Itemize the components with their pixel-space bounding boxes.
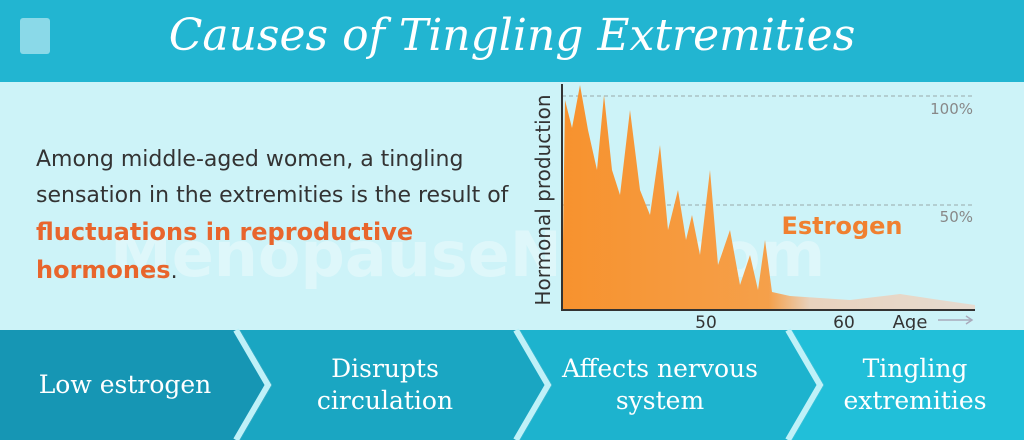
step: Affects nervous system xyxy=(562,354,758,415)
step-bg xyxy=(0,330,272,440)
step-bg xyxy=(240,330,552,440)
y-axis-label: Hormonal production xyxy=(531,94,555,305)
step: Low estrogen xyxy=(38,370,212,399)
intro-part: . xyxy=(170,259,178,284)
step: Disrupts circulation xyxy=(316,354,454,415)
step-bg xyxy=(520,330,824,440)
step-bg xyxy=(792,330,1024,440)
intro-text: Among middle-aged women, a tingling sens… xyxy=(36,142,516,290)
curve-label: Estrogen xyxy=(781,212,902,240)
intro-part: Among middle-aged women, a tingling sens… xyxy=(36,147,509,208)
chevron xyxy=(233,328,824,440)
title: Causes of Tingling Extremities xyxy=(168,10,856,61)
x-label: 60 xyxy=(833,313,855,333)
level-label: 50% xyxy=(940,208,973,226)
header-bar xyxy=(0,0,1024,82)
arrow xyxy=(965,315,974,325)
level-label: 100% xyxy=(930,100,973,118)
x-title: Age xyxy=(893,312,928,333)
step: Tingling extremities xyxy=(843,354,987,415)
logo xyxy=(20,18,50,54)
intro-highlight: fluctuations in reproductive hormones xyxy=(36,218,414,284)
estrogen-curve xyxy=(562,85,975,310)
x-label: 50 xyxy=(695,313,717,333)
